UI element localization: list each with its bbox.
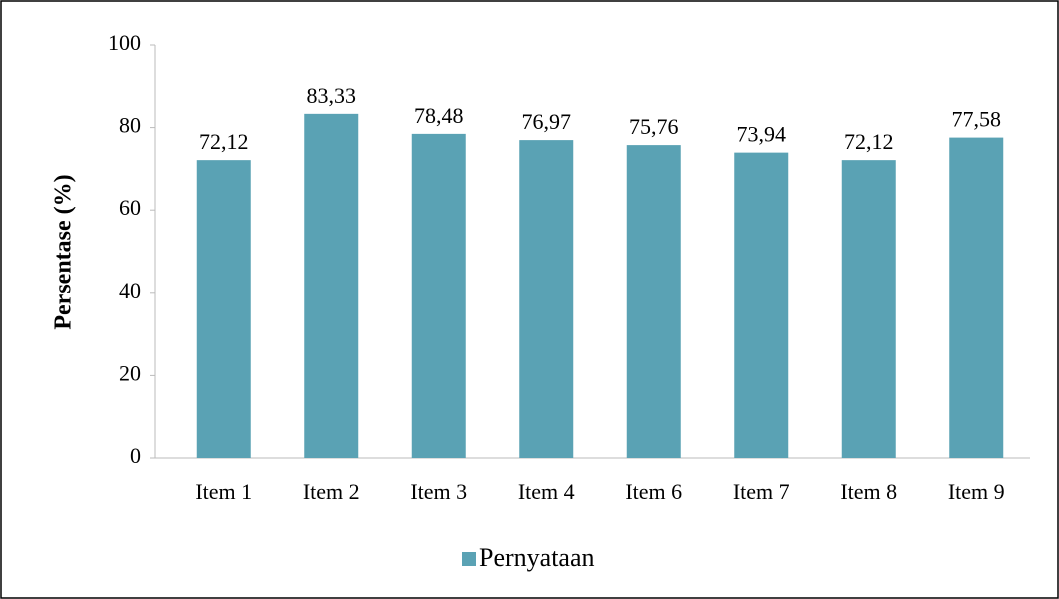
data-label: 76,97: [522, 109, 572, 134]
y-tick-label: 60: [119, 195, 141, 220]
legend-swatch: [462, 552, 476, 566]
legend-label: Pernyataan: [479, 543, 595, 572]
x-tick-label: Item 1: [195, 479, 252, 504]
data-label: 73,94: [737, 122, 787, 147]
x-tick-label: Item 4: [518, 479, 575, 504]
data-label: 83,33: [307, 83, 357, 108]
bar: [734, 152, 789, 458]
y-tick-label: 0: [130, 443, 141, 468]
y-tick-label: 100: [108, 30, 141, 55]
bar: [519, 140, 574, 459]
y-tick-label: 20: [119, 360, 141, 385]
y-tick-label: 40: [119, 278, 141, 303]
x-tick-label: Item 8: [840, 479, 897, 504]
data-label: 72,12: [199, 129, 249, 154]
x-tick-label: Item 2: [303, 479, 360, 504]
x-tick-label: Item 9: [948, 479, 1005, 504]
y-tick-label: 80: [119, 113, 141, 138]
data-label: 75,76: [629, 114, 679, 139]
x-tick-label: Item 7: [733, 479, 790, 504]
data-label: 78,48: [414, 103, 464, 128]
x-tick-label: Item 3: [410, 479, 467, 504]
bar: [949, 137, 1004, 458]
bar: [196, 160, 251, 458]
data-label: 77,58: [952, 107, 1002, 132]
bar: [841, 160, 896, 458]
bar: [304, 113, 359, 458]
bar: [411, 133, 466, 458]
data-label: 72,12: [844, 129, 894, 154]
bar: [626, 145, 681, 458]
y-axis-title: Persentase (%): [51, 174, 77, 329]
x-tick-label: Item 6: [625, 479, 682, 504]
